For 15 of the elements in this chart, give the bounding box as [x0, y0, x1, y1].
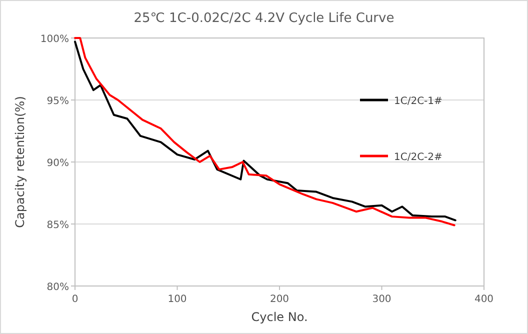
y-tick-label: 100%	[40, 34, 69, 45]
x-tick-label: 400	[474, 294, 494, 305]
legend-label: 1C/2C-2#	[394, 152, 442, 163]
x-axis-title: Cycle No.	[251, 310, 308, 324]
x-tick-label: 200	[270, 294, 290, 305]
y-tick-label: 95%	[46, 96, 69, 107]
y-tick-label: 85%	[46, 220, 69, 231]
x-tick-label: 0	[72, 294, 78, 305]
chart-title: 25℃ 1C-0.02C/2C 4.2V Cycle Life Curve	[134, 11, 394, 26]
x-tick-label: 100	[168, 294, 187, 305]
legend-label: 1C/2C-1#	[394, 96, 442, 107]
y-tick-label: 80%	[46, 282, 69, 293]
x-tick-label: 300	[372, 294, 392, 305]
y-axis-title: Capacity retention(%)	[13, 96, 27, 228]
y-tick-label: 90%	[46, 158, 69, 169]
